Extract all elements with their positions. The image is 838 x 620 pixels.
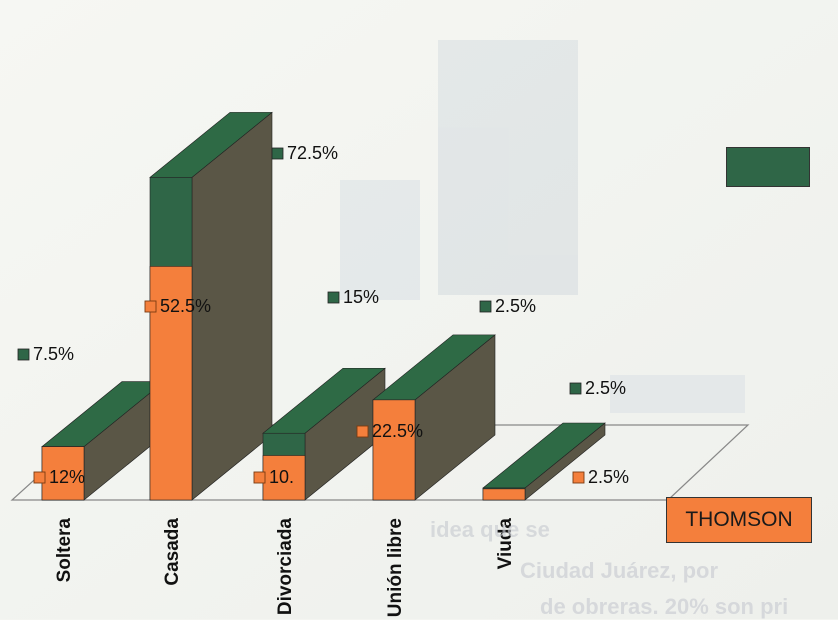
category-label-2: Divorciada	[275, 518, 296, 616]
legend-item-thomson: THOMSON	[666, 497, 812, 543]
label-swatch-orange-1	[144, 300, 157, 313]
bar-orange-3	[372, 399, 416, 501]
caption-fragment-1: idea que se	[430, 517, 550, 542]
legend-swatch-green	[726, 147, 810, 187]
label-swatch-orange-3	[356, 425, 369, 438]
data-label-orange-2: 10.	[269, 467, 294, 487]
category-label-3: Unión libre	[385, 518, 406, 617]
data-label-orange-3: 22.5%	[372, 421, 423, 441]
label-swatch-orange-0	[33, 471, 46, 484]
chart-data-labels: 7.5% 12% 72.5% 52.5% 15% 10. 2.5% 22.5% 2.5% 2.5%	[17, 143, 629, 487]
label-swatch-green-0	[17, 348, 30, 361]
category-label-0: Soltera	[54, 518, 75, 583]
data-label-green-0: 7.5%	[33, 344, 74, 364]
category-label-1: Casada	[162, 518, 183, 586]
bar-orange-1	[149, 266, 193, 501]
data-label-green-1: 72.5%	[287, 143, 338, 163]
data-label-green-2: 15%	[343, 287, 379, 307]
bar-orange-4	[482, 488, 526, 501]
data-label-orange-0: 12%	[49, 467, 85, 487]
label-swatch-orange-4	[572, 471, 585, 484]
caption-fragment-2: Ciudad Juárez, por	[520, 558, 719, 583]
chart-bars	[41, 111, 606, 501]
label-swatch-green-4	[569, 382, 582, 395]
data-label-orange-1: 52.5%	[160, 296, 211, 316]
label-swatch-green-3	[479, 300, 492, 313]
label-swatch-green-2	[327, 291, 340, 304]
chart-category-labels: Soltera Casada Divorciada Unión libre Viuda	[54, 518, 516, 618]
label-swatch-orange-2	[253, 471, 266, 484]
data-label-green-4: 2.5%	[585, 378, 626, 398]
category-label-4: Viuda	[495, 518, 516, 570]
data-label-orange-4: 2.5%	[588, 467, 629, 487]
data-label-green-3: 2.5%	[495, 296, 536, 316]
caption-fragment-3: de obreras. 20% son pri	[540, 594, 789, 619]
bleed-through-shapes	[340, 40, 745, 413]
label-swatch-green-1	[271, 147, 284, 160]
